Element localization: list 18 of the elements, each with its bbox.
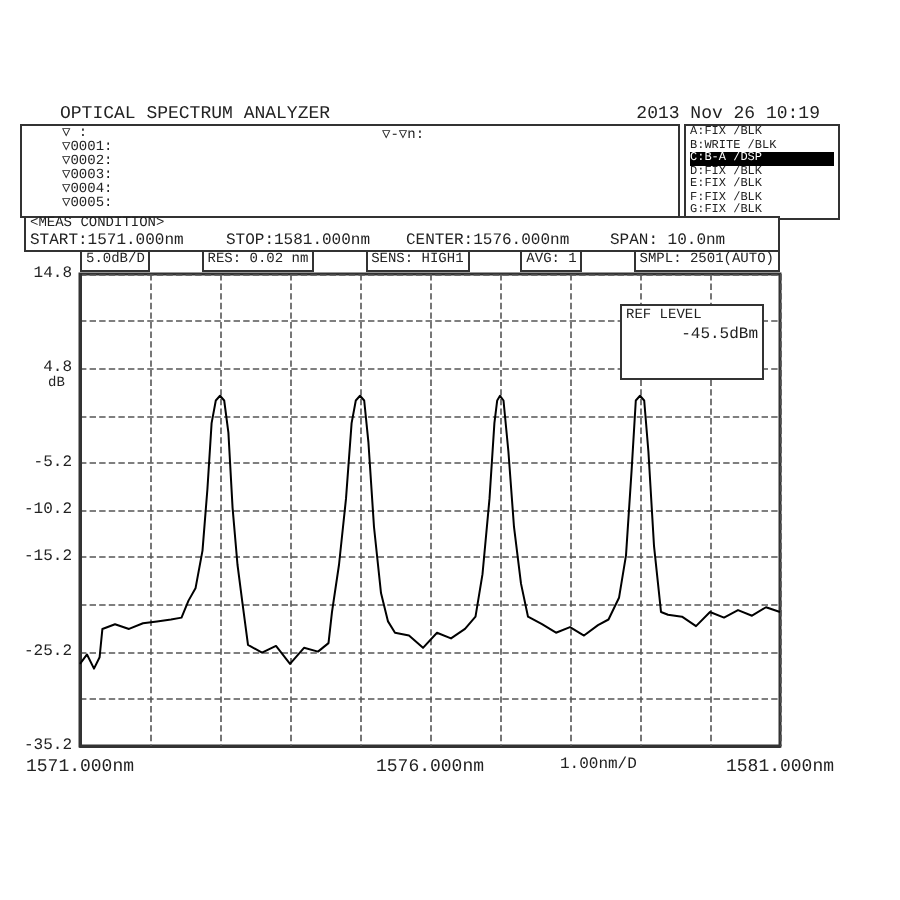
line-series <box>79 394 781 670</box>
text: START:1571.000nm <box>30 232 184 250</box>
y-tick-label: -5.2 <box>33 453 73 472</box>
y-tick-label: -25.2 <box>23 642 73 661</box>
y-tick-label: -35.2 <box>23 737 73 755</box>
text: STOP:1581.000nm <box>226 232 371 250</box>
chart-subtitle: 2013 Nov 26 10:19 <box>636 104 820 124</box>
y-tick-label: 14.8 <box>33 265 73 283</box>
text: SPAN: 10.0nm <box>610 232 726 250</box>
y-tick-label: 4.8 <box>43 359 73 378</box>
chart-title: OPTICAL SPECTRUM ANALYZER <box>60 104 331 124</box>
text: CENTER:1576.000nm <box>406 232 570 250</box>
x-tick-label: 1571.000nm <box>25 757 135 777</box>
y-tick-label: -15.2 <box>23 548 73 567</box>
y-tick-label: -10.2 <box>23 501 73 519</box>
x-tick-label: 1576.000nm <box>375 757 485 777</box>
x-tick-label: 1581.000nm <box>725 757 835 777</box>
text: 1.00nm/D <box>560 756 637 774</box>
